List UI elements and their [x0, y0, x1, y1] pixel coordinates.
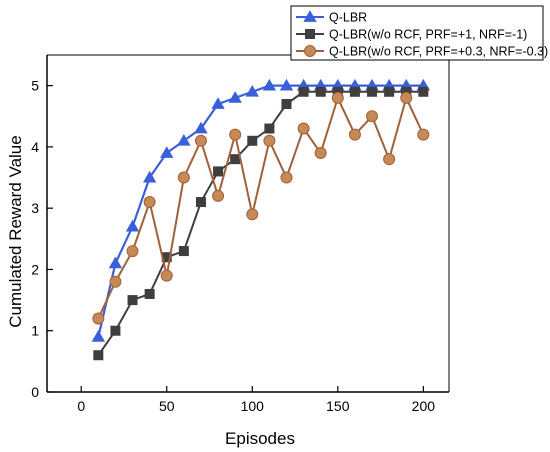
legend-item: Q-LBR(w/o RCF, PRF=+0.3, NRF=-0.3): [296, 45, 548, 59]
series-line: [97, 90, 424, 356]
data-point: [91, 330, 106, 342]
data-point: [92, 312, 105, 325]
data-point: [194, 134, 207, 147]
data-point: [331, 91, 344, 104]
data-point: [228, 91, 242, 103]
y-tick-label: 5: [31, 78, 39, 94]
data-point: [125, 219, 140, 232]
data-point: [418, 86, 429, 97]
data-point: [366, 110, 379, 123]
y-axis-ticks: 0 1 2 3 4 5: [31, 78, 53, 400]
data-point: [349, 86, 360, 97]
legend-marker: [303, 10, 317, 22]
data-point: [281, 99, 292, 110]
y-tick-label: 2: [31, 261, 39, 277]
x-tick-label: 150: [326, 398, 350, 414]
data-point: [247, 135, 258, 146]
data-point: [384, 86, 395, 97]
data-point: [194, 121, 208, 134]
data-point: [280, 171, 293, 184]
data-point: [212, 189, 225, 202]
x-axis-title: Episodes: [225, 429, 295, 448]
data-point: [127, 295, 138, 306]
data-point: [142, 170, 157, 183]
data-point: [400, 91, 413, 104]
data-point: [279, 78, 294, 91]
x-tick-label: 200: [412, 398, 436, 414]
y-tick-label: 1: [31, 323, 39, 339]
x-axis-ticks: 0 50 100 150 200: [77, 386, 435, 414]
series-line: [97, 95, 425, 319]
data-point: [230, 154, 241, 165]
legend-item: Q-LBR(w/o RCF, PRF=+1, NRF=-1): [296, 28, 527, 42]
data-point: [417, 128, 430, 141]
legend-marker: [304, 45, 316, 57]
y-tick-label: 0: [31, 384, 39, 400]
legend-box: [290, 5, 544, 61]
data-point: [367, 86, 378, 97]
data-point: [264, 123, 275, 134]
legend-label: Q-LBR(w/o RCF, PRF=+0.3, NRF=-0.3): [329, 45, 548, 59]
data-point: [93, 350, 104, 361]
x-tick-label: 50: [159, 398, 175, 414]
data-point: [109, 275, 122, 288]
legend-label: Q-LBR: [329, 11, 367, 25]
data-point: [314, 147, 327, 160]
legend-item: Q-LBR: [296, 10, 367, 25]
data-point: [143, 196, 156, 209]
data-point: [229, 128, 242, 141]
data-point: [213, 166, 224, 177]
data-point: [315, 86, 326, 97]
data-point: [383, 153, 396, 166]
data-point: [144, 288, 155, 299]
data-point: [297, 122, 310, 135]
data-point: [195, 197, 206, 208]
data-point: [177, 171, 190, 184]
series-2: [93, 86, 429, 361]
x-tick-label: 0: [77, 398, 85, 414]
data-point: [298, 86, 309, 97]
data-point: [262, 78, 277, 91]
data-point: [245, 84, 259, 97]
series-1: [91, 78, 431, 342]
x-tick-label: 100: [241, 398, 265, 414]
series-3: [92, 91, 430, 325]
data-point: [160, 269, 173, 282]
data-point: [178, 246, 189, 257]
data-point: [211, 97, 225, 109]
legend-marker: [305, 29, 315, 39]
series-layer: [91, 78, 431, 361]
legend-label: Q-LBR(w/o RCF, PRF=+1, NRF=-1): [329, 28, 527, 42]
plot-frame: [46, 54, 450, 393]
data-point: [263, 134, 276, 147]
data-point: [177, 133, 191, 146]
data-point: [126, 245, 139, 258]
y-tick-label: 3: [31, 200, 39, 216]
y-axis-title: Cumulated Reward Value: [6, 135, 25, 327]
data-point: [160, 146, 174, 158]
y-tick-label: 4: [31, 139, 39, 155]
data-point: [110, 325, 121, 336]
data-point: [348, 128, 361, 141]
data-point: [108, 256, 123, 269]
data-point: [246, 208, 259, 221]
legend: Q-LBR Q-LBR(w/o RCF, PRF=+1, NRF=-1) Q-LBR…: [290, 5, 548, 61]
